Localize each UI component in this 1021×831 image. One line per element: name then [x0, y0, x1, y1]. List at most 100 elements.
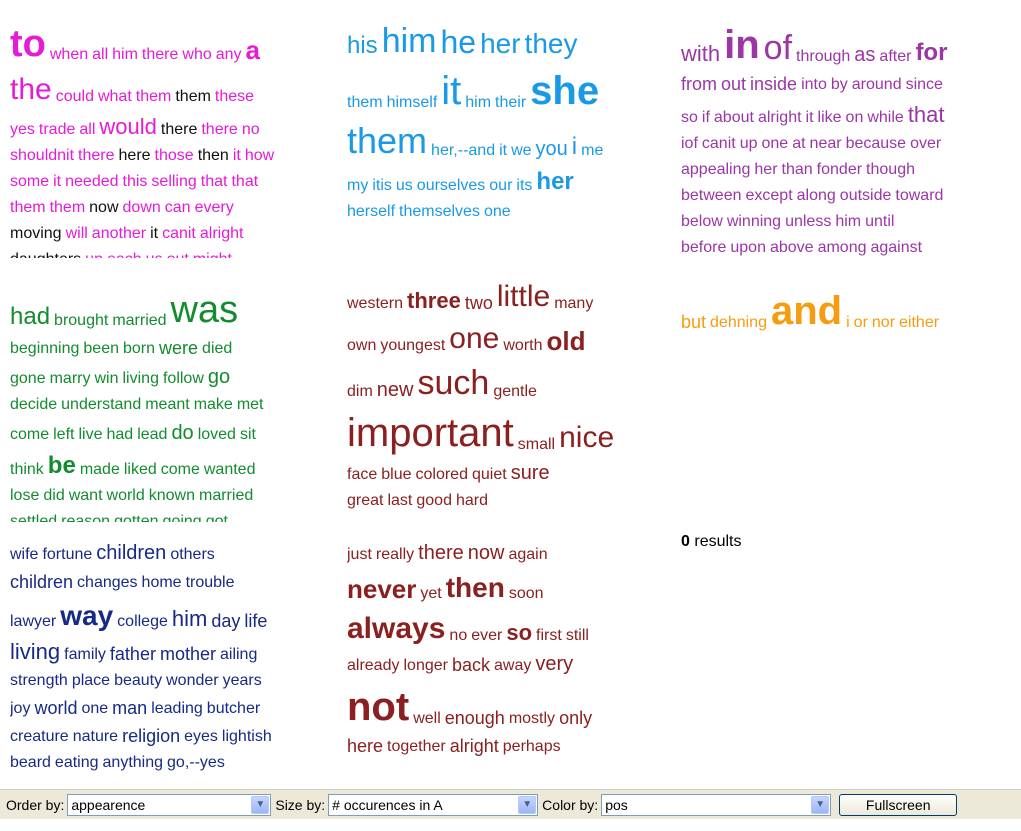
cloud-word[interactable]: i [571, 133, 578, 160]
cloud-word[interactable]: alright [757, 109, 802, 126]
cloud-word[interactable]: win [94, 370, 119, 387]
cloud-word[interactable]: own [347, 337, 377, 354]
cloud-word[interactable]: go [207, 366, 231, 388]
cloud-word[interactable]: her [754, 161, 778, 178]
cloud-word[interactable]: met [236, 396, 264, 413]
cloud-word[interactable]: might [193, 252, 232, 259]
cloud-word[interactable]: life [244, 611, 268, 631]
cloud-word[interactable]: one [483, 203, 511, 220]
cloud-word[interactable]: important [347, 411, 514, 455]
cloud-word[interactable]: canit [162, 225, 196, 242]
cloud-word[interactable]: be [47, 452, 76, 479]
cloud-word[interactable]: themselves [399, 203, 480, 220]
cloud-word[interactable]: old [546, 326, 586, 356]
cloud-word[interactable]: about [713, 109, 754, 126]
cloud-word[interactable]: liked [123, 461, 157, 478]
cloud-word[interactable]: into [801, 76, 827, 93]
cloud-word[interactable]: only [559, 708, 593, 728]
cloud-word[interactable]: except [745, 187, 793, 204]
cloud-word[interactable]: religion [122, 726, 181, 746]
cloud-word[interactable]: western [347, 295, 404, 312]
cloud-word[interactable]: just [347, 546, 372, 563]
cloud-word[interactable]: small [517, 436, 556, 453]
cloud-word[interactable]: us [146, 252, 163, 259]
cloud-word[interactable]: no [241, 121, 260, 138]
cloud-word[interactable]: joy [10, 700, 31, 717]
cloud-word[interactable]: to [10, 23, 46, 65]
cloud-word[interactable]: sure [510, 462, 550, 484]
cloud-word[interactable]: college [117, 613, 168, 630]
cloud-word[interactable]: needed [65, 173, 119, 190]
cloud-word[interactable]: wanted [203, 461, 256, 478]
cloud-word[interactable]: i [846, 314, 850, 331]
cloud-word[interactable]: butcher [206, 700, 261, 717]
cloud-word[interactable]: himself [386, 94, 438, 111]
cloud-word[interactable]: his [347, 32, 378, 59]
cloud-word[interactable]: for [915, 39, 948, 66]
cloud-word[interactable]: three [407, 288, 461, 313]
cloud-word[interactable]: since [905, 76, 943, 93]
cloud-word[interactable]: wife [10, 546, 39, 563]
cloud-word[interactable]: married [112, 312, 167, 329]
cloud-word[interactable]: canit [701, 135, 736, 152]
cloud-word[interactable]: along [796, 187, 836, 204]
chevron-down-icon[interactable]: ▼ [811, 795, 830, 814]
cloud-word[interactable]: out [167, 252, 189, 259]
cloud-word[interactable]: already [347, 657, 400, 674]
cloud-word[interactable]: though [866, 161, 915, 178]
cloud-word[interactable]: them [10, 199, 46, 216]
cloud-word[interactable]: one [449, 322, 500, 355]
cloud-word[interactable]: very [535, 653, 574, 675]
cloud-word[interactable]: inside [750, 74, 798, 94]
cloud-word[interactable]: ailing [219, 646, 258, 663]
cloud-word[interactable]: lead [137, 426, 168, 443]
cloud-word[interactable]: before [681, 239, 727, 256]
cloud-word[interactable]: come [160, 461, 200, 478]
order-by-select[interactable]: appearence ▼ [67, 793, 272, 816]
cloud-word[interactable]: after [879, 48, 912, 65]
cloud-word[interactable]: through [796, 48, 851, 65]
cloud-word[interactable]: him [835, 213, 862, 230]
cloud-word[interactable]: ever [471, 627, 503, 644]
cloud-word[interactable]: make [193, 396, 233, 413]
cloud-word[interactable]: last [387, 492, 413, 509]
cloud-word[interactable]: us [395, 177, 413, 194]
cloud-word[interactable]: nature [72, 728, 119, 745]
cloud-word[interactable]: ourselves [416, 177, 486, 194]
cloud-word[interactable]: gotten [114, 513, 159, 523]
cloud-word[interactable]: all [92, 46, 109, 63]
cloud-word[interactable]: near [809, 135, 842, 152]
cloud-word[interactable]: place [71, 672, 111, 689]
cloud-word[interactable]: would [99, 114, 157, 139]
cloud-word[interactable]: nor [871, 314, 896, 331]
cloud-word[interactable]: selling [151, 173, 197, 190]
cloud-word[interactable]: out [721, 74, 747, 94]
cloud-word[interactable]: yes [10, 121, 35, 138]
cloud-word[interactable]: can [164, 199, 191, 216]
cloud-word[interactable]: follow [162, 370, 204, 387]
cloud-word[interactable]: me [581, 142, 604, 159]
cloud-word[interactable]: the [10, 73, 52, 106]
cloud-word[interactable]: from [681, 74, 717, 94]
cloud-word[interactable]: trouble [185, 574, 235, 591]
cloud-word[interactable]: because [845, 135, 907, 152]
cloud-word[interactable]: daughters [10, 252, 81, 259]
cloud-word[interactable]: face [347, 466, 378, 483]
cloud-word[interactable]: away [494, 657, 532, 674]
cloud-word[interactable]: either [899, 314, 940, 331]
cloud-word[interactable]: youngest [380, 337, 446, 354]
size-by-select[interactable]: # occurences in A ▼ [328, 793, 539, 816]
cloud-word[interactable]: you [535, 138, 568, 160]
cloud-word[interactable]: moving [10, 225, 62, 242]
cloud-word[interactable]: first [536, 627, 562, 644]
cloud-word[interactable]: do [171, 422, 194, 444]
cloud-word[interactable]: eating [54, 754, 99, 771]
cloud-word[interactable]: on [845, 109, 864, 126]
cloud-word[interactable]: way [60, 600, 114, 631]
cloud-word[interactable]: had [10, 303, 51, 330]
cloud-word[interactable]: great [347, 492, 384, 509]
cloud-word[interactable]: unless [785, 213, 832, 230]
cloud-word[interactable]: family [64, 646, 106, 663]
cloud-word[interactable]: anything [102, 754, 164, 771]
cloud-word[interactable]: mother [159, 644, 216, 664]
